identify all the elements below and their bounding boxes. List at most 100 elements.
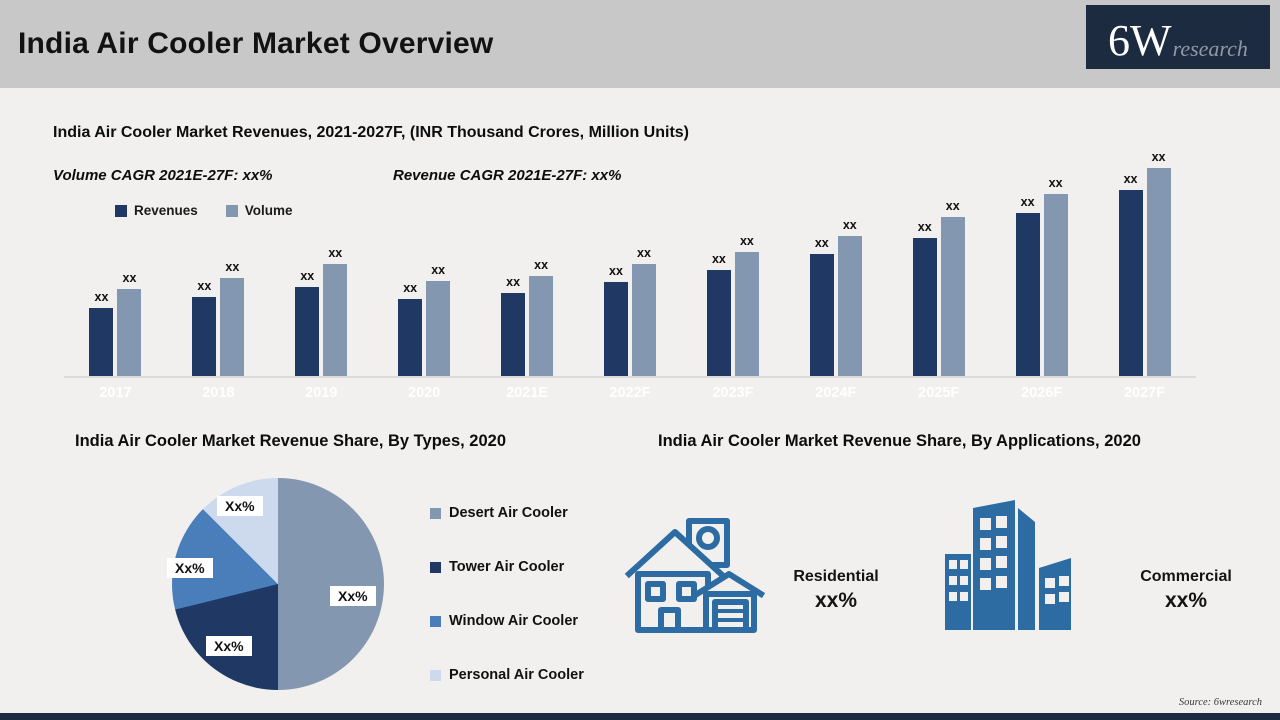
pie-chart	[172, 478, 384, 690]
bar-revenues-2027F	[1118, 190, 1143, 376]
bar-revenues-2024F	[809, 254, 834, 376]
bar-volume-2026F	[1043, 194, 1068, 376]
pie-legend-label: Tower Air Cooler	[449, 559, 565, 575]
bottom-accent-bar	[0, 713, 1280, 720]
bar-group-2025F: xx xx 2025F	[887, 160, 990, 401]
header-bar: India Air Cooler Market Overview 6W rese…	[0, 0, 1280, 88]
pie-legend-label: Desert Air Cooler	[449, 505, 568, 521]
x-axis-label-2025F: 2025F	[918, 385, 960, 401]
volume-swatch-icon	[225, 204, 238, 217]
source-note: Source: 6wresearch	[1178, 697, 1262, 708]
x-axis-label-2019: 2019	[305, 385, 338, 401]
pie-legend-item-personal-air-cooler: Personal Air Cooler	[430, 664, 584, 686]
bar-revenues-2020	[398, 299, 423, 376]
bar-value-label: xx	[842, 218, 857, 232]
pie-legend-item-tower-air-cooler: Tower Air Cooler	[430, 556, 584, 578]
bar-value-label: xx	[225, 260, 240, 274]
bar-value-label: xx	[506, 275, 521, 289]
bar-value-label: xx	[917, 220, 932, 234]
x-axis-label-2018: 2018	[202, 385, 235, 401]
residential-value: xx%	[814, 589, 858, 612]
bar-value-label: xx	[94, 290, 109, 304]
bar-volume-2027F	[1146, 168, 1171, 376]
bar-group-2019: xx xx 2019	[270, 160, 373, 401]
bar-value-label: xx	[609, 264, 623, 278]
x-axis-label-2017: 2017	[99, 385, 132, 401]
bar-value-label: xx	[122, 271, 137, 285]
x-axis-label-2023F: 2023F	[712, 385, 754, 401]
pie-chart-title: India Air Cooler Market Revenue Share, B…	[75, 432, 506, 450]
revenue-cagr-label: Revenue CAGR 2021E-27F: xx%	[393, 167, 622, 184]
bar-group-2022F: xx xx 2022F	[579, 160, 682, 401]
legend-item-volume: Volume	[225, 203, 293, 218]
bar-volume-2023F	[734, 252, 759, 376]
bar-volume-2025F	[940, 217, 965, 376]
bar-value-label: xx	[197, 279, 212, 293]
bar-revenues-2022F	[603, 282, 628, 376]
pie-legend-item-window-air-cooler: Window Air Cooler	[430, 610, 584, 632]
bar-revenues-2019	[295, 287, 320, 376]
legend-label-volume: Volume	[244, 203, 293, 218]
bar-volume-2024F	[837, 236, 862, 376]
commercial-stat: Commercial xx%	[1116, 568, 1256, 613]
pie-legend-swatch-icon	[430, 615, 441, 627]
bar-value-label: xx	[711, 252, 726, 266]
bar-value-label: xx	[534, 258, 549, 272]
bar-group-2021E: xx xx 2021E	[476, 160, 579, 401]
bar-group-2017: xx xx 2017	[64, 160, 167, 401]
bar-value-label: xx	[300, 269, 315, 283]
volume-cagr-label: Volume CAGR 2021E-27F: xx%	[53, 167, 273, 184]
legend-item-revenues: Revenues	[115, 203, 198, 218]
bar-volume-2021E	[529, 276, 554, 376]
6w-research-logo: 6W research	[1086, 5, 1270, 69]
legend-label-revenues: Revenues	[134, 203, 198, 218]
page-title: India Air Cooler Market Overview	[18, 27, 494, 60]
pie-label-window: Xx%	[167, 558, 213, 578]
bar-value-label: xx	[637, 246, 651, 260]
bar-volume-2022F	[631, 264, 656, 376]
bar-volume-2017	[117, 289, 142, 376]
grouped-bar-chart: xx xx 2017 xx xx 2018 xx xx 2019 xx xx 2020 xx xx 2021…	[64, 150, 1196, 401]
pie-chart-legend: Desert Air Cooler Tower Air Cooler Window …	[430, 502, 584, 718]
bar-group-2027F: xx xx 2027F	[1093, 150, 1196, 401]
bar-value-label: xx	[1151, 150, 1166, 164]
pie-legend-swatch-icon	[430, 507, 441, 519]
pie-legend-label: Window Air Cooler	[449, 613, 579, 629]
x-axis-label-2020: 2020	[408, 385, 441, 401]
x-axis-label-2024F: 2024F	[815, 385, 857, 401]
bar-value-label: xx	[1020, 195, 1035, 209]
bar-volume-2020	[426, 281, 451, 376]
bar-revenues-2017	[89, 308, 114, 376]
bar-volume-2018	[220, 278, 245, 376]
bar-revenues-2023F	[706, 270, 731, 376]
bar-volume-2019	[323, 264, 348, 376]
commercial-label: Commercial	[1140, 568, 1232, 585]
bar-revenues-2018	[192, 297, 217, 376]
pie-label-personal: Xx%	[217, 496, 263, 516]
logo-text: 6W	[1108, 16, 1172, 65]
bar-value-label: xx	[739, 234, 754, 248]
bar-group-2020: xx xx 2020	[373, 160, 476, 401]
x-axis-label-2026F: 2026F	[1021, 385, 1063, 401]
bar-value-label: xx	[1048, 176, 1063, 190]
pie-legend-swatch-icon	[430, 669, 441, 681]
pie-legend-swatch-icon	[430, 561, 441, 573]
x-axis-label-2021E: 2021E	[506, 385, 549, 401]
bar-chart-legend: Revenues Volume	[115, 203, 293, 218]
bar-revenues-2026F	[1015, 213, 1040, 376]
bar-value-label: xx	[431, 263, 446, 277]
bar-revenues-2021E	[501, 293, 526, 376]
bar-value-label: xx	[1123, 172, 1138, 186]
commercial-value: xx%	[1164, 589, 1208, 612]
bar-group-2018: xx xx 2018	[167, 160, 270, 401]
bar-value-label: xx	[403, 281, 418, 295]
residential-stat: Residential xx%	[766, 568, 906, 613]
house-icon	[623, 516, 766, 639]
x-axis-label-2022F: 2022F	[609, 385, 651, 401]
pie-label-tower: Xx%	[206, 636, 252, 656]
logo-subtext: research	[1172, 36, 1248, 61]
revenues-swatch-icon	[115, 204, 127, 217]
buildings-icon	[933, 498, 1083, 639]
x-axis-label-2027F: 2027F	[1123, 385, 1166, 401]
pie-label-desert: Xx%	[330, 586, 376, 606]
